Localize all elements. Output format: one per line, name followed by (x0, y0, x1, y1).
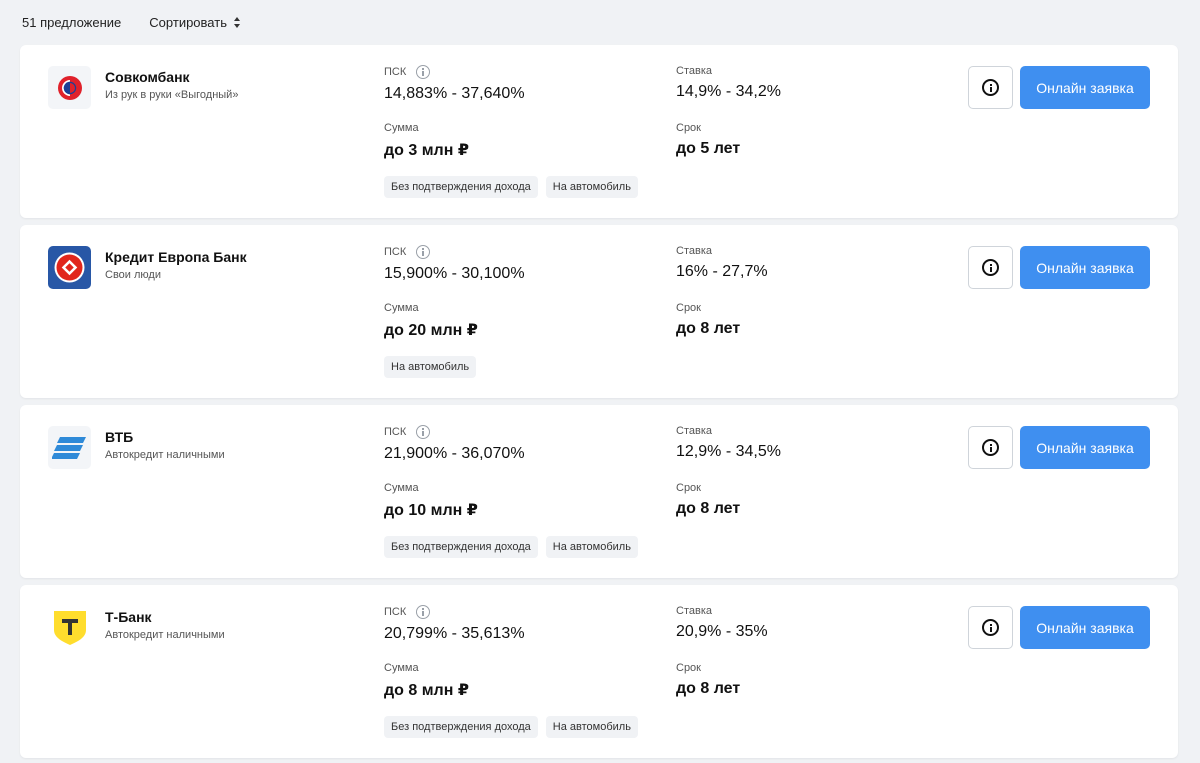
rate-value: 16% - 27,7% (676, 263, 768, 280)
results-toolbar: 51 предложение Сортировать (0, 0, 1200, 45)
psk-block: ПСК 20,799% - 35,613% (384, 605, 525, 643)
amount-value: до 3 млн ₽ (384, 142, 469, 159)
term-label: Срок (676, 482, 701, 494)
sort-dropdown[interactable]: Сортировать (149, 15, 240, 30)
product-name: Свои люди (105, 269, 161, 281)
offer-tags: Без подтверждения дохода На автомобиль (384, 536, 646, 558)
term-block: Срок до 8 лет (676, 482, 740, 518)
bank-name[interactable]: Совкомбанк (105, 69, 190, 85)
offer-info-button[interactable] (968, 246, 1013, 289)
offer-info-button[interactable] (968, 426, 1013, 469)
term-block: Срок до 8 лет (676, 662, 740, 698)
term-label: Срок (676, 662, 701, 674)
psk-block: ПСК 14,883% - 37,640% (384, 65, 525, 103)
tag: На автомобиль (545, 716, 638, 738)
tag: Без подтверждения дохода (384, 536, 538, 558)
term-value: до 8 лет (676, 680, 741, 697)
tag: Без подтверждения дохода (384, 176, 538, 198)
offer-tags: Без подтверждения дохода На автомобиль (384, 716, 646, 738)
rate-label: Ставка (676, 65, 712, 77)
amount-value: до 20 млн ₽ (384, 322, 478, 339)
credit-europe-logo-icon (48, 246, 91, 289)
psk-info-icon[interactable] (416, 425, 431, 439)
amount-value: до 8 млн ₽ (384, 682, 469, 699)
tag: На автомобиль (545, 536, 638, 558)
amount-label: Сумма (384, 482, 419, 494)
term-value: до 8 лет (676, 500, 741, 517)
info-icon (982, 79, 999, 96)
tag: На автомобиль (384, 356, 477, 378)
bank-name[interactable]: Т-Банк (105, 609, 152, 625)
amount-value: до 10 млн ₽ (384, 502, 478, 519)
term-block: Срок до 8 лет (676, 302, 740, 338)
psk-value: 20,799% - 35,613% (384, 625, 525, 642)
term-value: до 5 лет (676, 140, 741, 157)
term-value: до 8 лет (676, 320, 741, 337)
amount-block: Сумма до 3 млн ₽ (384, 122, 469, 160)
term-block: Срок до 5 лет (676, 122, 740, 158)
rate-label: Ставка (676, 245, 712, 257)
offers-count: 51 предложение (22, 15, 122, 30)
info-icon (982, 259, 999, 276)
product-name: Автокредит наличными (105, 449, 225, 461)
offers-list: Совкомбанк Из рук в руки «Выгодный» ПСК … (0, 45, 1200, 758)
amount-label: Сумма (384, 662, 419, 674)
amount-block: Сумма до 10 млн ₽ (384, 482, 478, 520)
sort-label: Сортировать (149, 15, 227, 30)
tag: Без подтверждения дохода (384, 716, 538, 738)
psk-label: ПСК (384, 606, 407, 618)
psk-label: ПСК (384, 426, 407, 438)
psk-info-icon[interactable] (416, 245, 431, 259)
sort-arrows-icon (233, 17, 240, 28)
tbank-logo-icon (48, 606, 91, 649)
online-apply-button[interactable]: Онлайн заявка (1020, 66, 1150, 109)
tag: На автомобиль (545, 176, 638, 198)
amount-label: Сумма (384, 122, 419, 134)
psk-block: ПСК 15,900% - 30,100% (384, 245, 525, 283)
psk-info-icon[interactable] (416, 65, 431, 79)
rate-value: 20,9% - 35% (676, 623, 768, 640)
psk-block: ПСК 21,900% - 36,070% (384, 425, 525, 463)
rate-block: Ставка 14,9% - 34,2% (676, 65, 781, 101)
rate-block: Ставка 12,9% - 34,5% (676, 425, 781, 461)
psk-value: 15,900% - 30,100% (384, 265, 525, 282)
amount-label: Сумма (384, 302, 419, 314)
product-name: Из рук в руки «Выгодный» (105, 89, 239, 101)
rate-value: 14,9% - 34,2% (676, 83, 781, 100)
psk-info-icon[interactable] (416, 605, 431, 619)
info-icon (982, 619, 999, 636)
online-apply-button[interactable]: Онлайн заявка (1020, 426, 1150, 469)
sovcombank-logo-icon (48, 66, 91, 109)
offer-info-button[interactable] (968, 606, 1013, 649)
bank-name[interactable]: Кредит Европа Банк (105, 249, 247, 265)
rate-value: 12,9% - 34,5% (676, 443, 781, 460)
offer-card: ВТБ Автокредит наличными ПСК 21,900% - 3… (20, 405, 1178, 578)
amount-block: Сумма до 20 млн ₽ (384, 302, 478, 340)
product-name: Автокредит наличными (105, 629, 225, 641)
offer-card: Кредит Европа Банк Свои люди ПСК 15,900%… (20, 225, 1178, 398)
vtb-logo-icon (48, 426, 91, 469)
offer-tags: На автомобиль (384, 356, 484, 378)
rate-block: Ставка 16% - 27,7% (676, 245, 768, 281)
rate-label: Ставка (676, 425, 712, 437)
psk-label: ПСК (384, 66, 407, 78)
offer-info-button[interactable] (968, 66, 1013, 109)
bank-name[interactable]: ВТБ (105, 429, 134, 445)
amount-block: Сумма до 8 млн ₽ (384, 662, 469, 700)
term-label: Срок (676, 122, 701, 134)
rate-block: Ставка 20,9% - 35% (676, 605, 768, 641)
online-apply-button[interactable]: Онлайн заявка (1020, 606, 1150, 649)
psk-value: 14,883% - 37,640% (384, 85, 525, 102)
psk-label: ПСК (384, 246, 407, 258)
offer-card: Т-Банк Автокредит наличными ПСК 20,799% … (20, 585, 1178, 758)
info-icon (982, 439, 999, 456)
rate-label: Ставка (676, 605, 712, 617)
offer-card: Совкомбанк Из рук в руки «Выгодный» ПСК … (20, 45, 1178, 218)
psk-value: 21,900% - 36,070% (384, 445, 525, 462)
offer-tags: Без подтверждения дохода На автомобиль (384, 176, 646, 198)
online-apply-button[interactable]: Онлайн заявка (1020, 246, 1150, 289)
term-label: Срок (676, 302, 701, 314)
